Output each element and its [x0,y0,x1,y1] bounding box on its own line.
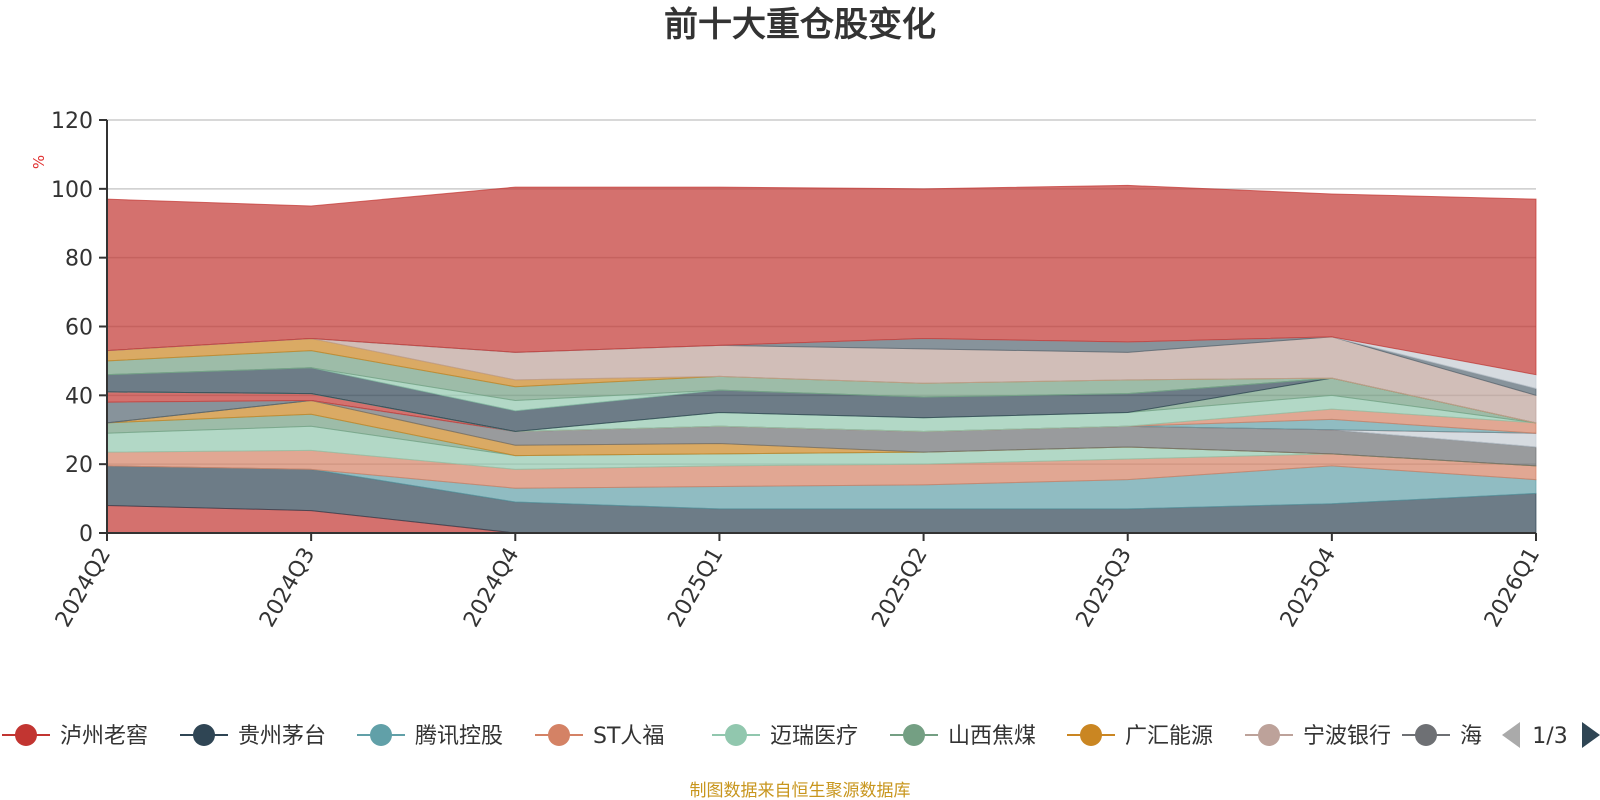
y-tick-label: 40 [65,384,93,409]
legend-circle-icon [1258,724,1280,746]
legend-circle-icon [903,724,925,746]
x-tick-label: 2025Q4 [1276,544,1341,632]
legend-label: 迈瑞医疗 [770,724,858,749]
y-tick-label: 120 [51,109,93,134]
legend-item[interactable]: 迈瑞医疗 [712,724,858,749]
legend-label: 宁波银行 [1303,724,1391,749]
legend-pager: 1/3 [1502,722,1600,749]
legend-circle-icon [15,724,37,746]
legend: 泸州老窖 贵州茅台 腾讯控股 ST人福 迈瑞医疗 山西焦煤 广汇能源 宁波银行 海 [2,724,1482,749]
legend-label: 广汇能源 [1125,724,1213,749]
y-tick-label: 0 [79,522,93,547]
area-series [106,184,1537,534]
legend-label: 贵州茅台 [238,724,326,749]
legend-item[interactable]: ST人福 [535,724,664,749]
legend-label: ST人福 [593,724,664,749]
legend-circle-icon [193,724,215,746]
legend-label: 腾讯控股 [415,724,503,749]
legend-item[interactable]: 广汇能源 [1067,724,1213,749]
y-unit-label: % [30,155,48,169]
y-tick-label: 100 [51,178,93,203]
x-tick-label: 2024Q3 [255,544,320,632]
legend-circle-icon [1080,724,1102,746]
x-tick-label: 2026Q1 [1480,544,1545,632]
x-tick-label: 2024Q4 [459,544,524,632]
legend-item[interactable]: 山西焦煤 [890,724,1036,749]
x-tick-label: 2025Q3 [1072,544,1137,632]
legend-item[interactable]: 宁波银行 [1245,724,1391,749]
x-tick-label: 2025Q1 [663,544,728,632]
legend-circle-icon [1415,724,1437,746]
y-tick-label: 20 [65,453,93,478]
legend-item[interactable]: 贵州茅台 [180,724,326,749]
legend-item[interactable]: 腾讯控股 [357,724,503,749]
legend-circle-icon [548,724,570,746]
legend-circle-icon [370,724,392,746]
triangle-left-icon[interactable] [1502,722,1520,748]
source-note: 制图数据来自恒生聚源数据库 [690,781,911,800]
y-tick-label: 60 [65,316,93,341]
area-series-24[interactable] [106,184,1537,376]
triangle-right-icon[interactable] [1582,722,1600,748]
legend-page-indicator: 1/3 [1532,724,1567,749]
x-tick-label: 2024Q2 [51,544,116,632]
legend-label: 泸州老窖 [60,724,148,749]
y-tick-label: 80 [65,247,93,272]
x-tick-label: 2025Q2 [867,544,932,632]
legend-item[interactable]: 泸州老窖 [2,724,148,749]
legend-label: 海 [1460,724,1482,749]
chart-title: 前十大重仓股变化 [664,5,936,45]
legend-circle-icon [725,724,747,746]
legend-label: 山西焦煤 [948,724,1036,749]
legend-item[interactable]: 海 [1402,724,1482,749]
